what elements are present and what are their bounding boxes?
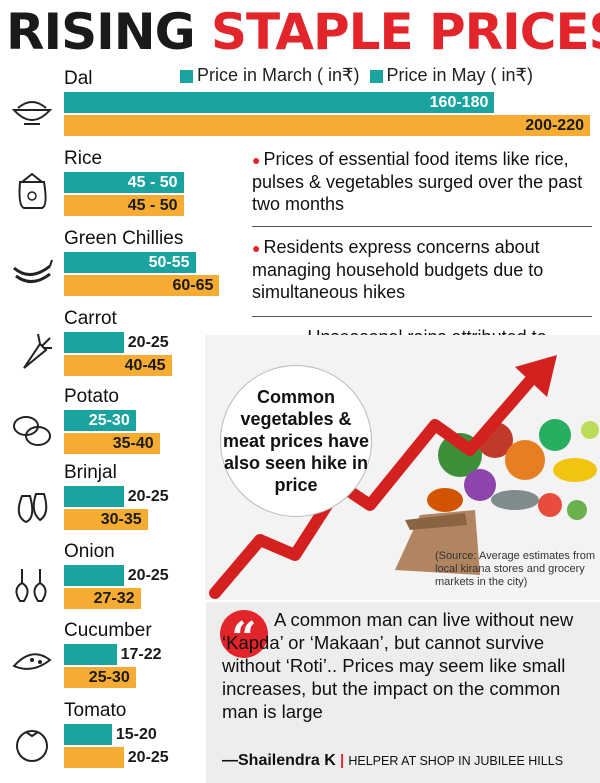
bar-may: 60-65	[64, 275, 220, 296]
bar-value-label: 50-55	[148, 254, 190, 271]
bar-value-label: 25-30	[88, 412, 130, 429]
bar-may: 27-32	[64, 588, 141, 609]
quote-mark-icon: “	[220, 610, 268, 664]
cucumber-icon	[10, 640, 54, 684]
bar-value-label: 40-45	[124, 357, 166, 374]
bar-march: 45 - 50	[64, 172, 184, 193]
dal-bowl-icon	[10, 88, 54, 132]
bar-may: 20-25	[64, 747, 169, 768]
green-chillies-icon	[10, 248, 54, 292]
category-label: Cucumber	[64, 620, 152, 641]
quote-attribution: —Shailendra K | HELPER AT SHOP IN JUBILE…	[222, 752, 563, 770]
category-label: Brinjal	[64, 462, 117, 483]
bar-march: 160-180	[64, 92, 495, 113]
category-label: Tomato	[64, 700, 127, 721]
bar-may: 25-30	[64, 667, 136, 688]
brinjal-icon	[10, 482, 54, 526]
category-label: Green Chillies	[64, 228, 184, 249]
arrow-and-groceries-icon	[209, 355, 599, 599]
bar-value-label: 30-35	[100, 511, 142, 528]
bar-march: 17-22	[64, 644, 162, 665]
category-label: Onion	[64, 541, 115, 562]
bar-value-label: 45 - 50	[127, 174, 178, 191]
legend-label-march: Price in March ( in₹)	[197, 65, 360, 85]
bar-may: 40-45	[64, 355, 172, 376]
page-title: RISING STAPLE PRICES	[6, 0, 600, 64]
category-label: Potato	[64, 386, 119, 407]
bar-value-label: 35-40	[112, 435, 154, 452]
legend-label-may: Price in May ( in₹)	[386, 65, 533, 85]
category-label: Rice	[64, 148, 103, 169]
category-label: Dal	[64, 68, 93, 89]
callout-text: Common vegetables & meat prices have als…	[222, 387, 370, 495]
bar-march: 20-25	[64, 486, 169, 507]
bar-value-label: 27-32	[93, 590, 135, 607]
bar-may: 30-35	[64, 509, 148, 530]
potato-icon	[10, 406, 54, 450]
bar-march: 20-25	[64, 565, 169, 586]
bar-value-label: 20-25	[127, 567, 169, 584]
bar-value-label: 60-65	[172, 277, 214, 294]
attribution-divider: |	[339, 752, 349, 769]
category-label: Carrot	[64, 308, 117, 329]
bar-march: 15-20	[64, 724, 157, 745]
bar-value-label: 20-25	[127, 334, 169, 351]
legend-swatch-may	[369, 69, 383, 83]
chart-legend: Price in March ( in₹) Price in May ( in₹…	[180, 65, 533, 86]
bar-may: 35-40	[64, 433, 160, 454]
bar-value-label: 25-30	[88, 669, 130, 686]
bullet-dot-icon: ●	[252, 240, 261, 256]
onion-icon	[10, 561, 54, 605]
bullet-dot-icon: ●	[252, 152, 261, 168]
bullet-1: ● Prices of essential food items like ric…	[252, 148, 592, 215]
title-part1: RISING	[6, 3, 196, 61]
bullet-2: ● Residents express concerns about managi…	[252, 236, 592, 303]
bar-value-label: 17-22	[120, 646, 162, 663]
bar-march: 20-25	[64, 332, 169, 353]
tomato-icon	[10, 720, 54, 764]
quote-text: A common man can live without new ‘Kapda…	[222, 609, 574, 722]
bar-march: 50-55	[64, 252, 196, 273]
bar-value-label: 200-220	[525, 117, 584, 134]
legend-swatch-march	[180, 69, 193, 83]
carrot-icon	[10, 328, 54, 372]
quote-box	[206, 602, 600, 783]
bar-value-label: 20-25	[127, 749, 169, 766]
bar-may: 200-220	[64, 115, 590, 136]
bar-value-label: 160-180	[429, 94, 489, 111]
title-part2: STAPLE PRICES	[211, 3, 600, 61]
quote-author: —Shailendra K	[222, 752, 336, 769]
bar-value-label: 20-25	[127, 488, 169, 505]
separator	[252, 316, 592, 317]
bar-value-label: 15-20	[115, 726, 157, 743]
callout-circle: Common vegetables & meat prices have als…	[220, 365, 372, 517]
bar-march: 25-30	[64, 410, 136, 431]
bullet-1-text: Prices of essential food items like rice…	[252, 149, 583, 214]
bar-value-label: 45 - 50	[127, 197, 178, 214]
bar-may: 45 - 50	[64, 195, 184, 216]
rice-sack-icon	[10, 168, 54, 212]
bullet-2-text: Residents express concerns about managin…	[252, 237, 544, 302]
quote-role: HELPER AT SHOP IN JUBILEE HILLS	[348, 754, 564, 768]
separator	[252, 226, 592, 227]
source-note: (Source: Average estimates from local ki…	[435, 550, 595, 588]
